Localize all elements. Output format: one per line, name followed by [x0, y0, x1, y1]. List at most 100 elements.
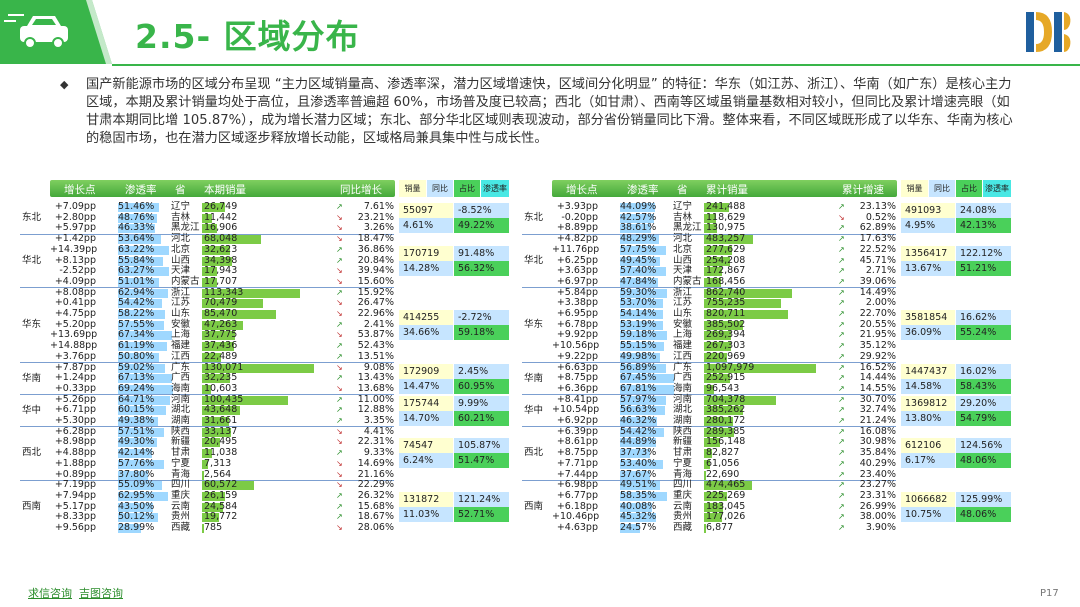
province-name: 广东 — [673, 361, 693, 373]
left-table-row: +6.28pp 57.51% 陕西 33,137 4.41% ↘ — [50, 425, 410, 438]
sales-bar — [704, 384, 714, 394]
right-summary-sales: 1447437 — [901, 363, 955, 379]
left-summary-sales: 172909 — [399, 363, 453, 379]
left-table-row: +5.20pp 57.55% 安徽 47,263 2.41% ↗ — [50, 319, 410, 331]
right-table-row: +10.56pp 55.15% 福建 267,303 35.12% ↗ — [552, 340, 912, 352]
penetration-rate: 54.42% — [118, 297, 155, 309]
footer-link-2[interactable]: 吉图咨询 — [79, 587, 123, 600]
sales-bar — [704, 491, 727, 501]
sales-value: 267,303 — [706, 340, 746, 352]
growth-point: +0.41pp — [54, 297, 96, 309]
sales-value: 820,711 — [706, 308, 746, 319]
growth-point: +5.30pp — [54, 415, 96, 426]
penetration-rate: 61.19% — [118, 340, 155, 352]
province-name: 浙江 — [171, 286, 191, 298]
yoy-growth: 4.41% — [363, 425, 394, 437]
sales-bar — [704, 203, 729, 212]
yoy-growth: 23.31% — [859, 489, 896, 501]
sales-value: 31,661 — [204, 415, 238, 426]
left-region-divider — [20, 287, 394, 289]
sales-bar — [202, 417, 230, 426]
province-name: 广西 — [673, 372, 693, 384]
yoy-growth: 15.60% — [357, 275, 394, 287]
footer-link-1[interactable]: 求信咨询 — [28, 587, 72, 600]
sales-bar — [202, 267, 218, 277]
right-summary-col-header: 同比 — [929, 180, 955, 197]
sales-bar — [202, 524, 204, 533]
penetration-rate: 28.99% — [118, 522, 155, 533]
down-arrow-icon: ↘ — [838, 212, 845, 222]
province-name: 贵州 — [171, 511, 191, 523]
up-arrow-icon: ↗ — [838, 287, 845, 297]
left-region-divider — [20, 233, 394, 235]
sales-value: 385,262 — [706, 404, 746, 416]
sales-bar — [704, 417, 733, 426]
growth-point: +10.54pp — [552, 404, 600, 416]
province-name: 河南 — [673, 393, 693, 405]
growth-point: +0.33pp — [54, 382, 96, 394]
yoy-growth: 20.84% — [357, 254, 394, 266]
province-name: 北京 — [673, 243, 693, 255]
yoy-growth: 14.49% — [859, 286, 896, 298]
penetration-bar — [118, 470, 149, 480]
penetration-rate: 60.15% — [118, 404, 155, 416]
penetration-rate: 38.61% — [620, 222, 657, 234]
penetration-rate: 24.57% — [620, 522, 657, 533]
sales-value: 33,137 — [204, 425, 238, 437]
penetration-bar — [118, 256, 163, 266]
left-region-label: 华北 — [22, 254, 42, 266]
sales-bar — [704, 288, 792, 298]
down-arrow-icon: ↘ — [336, 266, 343, 276]
growth-point: +14.88pp — [50, 340, 98, 352]
penetration-rate: 50.80% — [118, 350, 155, 362]
right-table-row: +6.98pp 49.51% 四川 474,465 23.27% ↗ — [552, 479, 912, 491]
sales-bar — [704, 213, 717, 223]
left-summary-pen: 56.32% — [454, 260, 509, 276]
left-summary-yoy: -8.52% — [454, 203, 509, 219]
left-summary-sales: 170719 — [399, 245, 453, 261]
growth-point: +6.39pp — [556, 425, 598, 437]
page-number: P17 — [1040, 588, 1059, 599]
sales-value: 483,257 — [706, 233, 746, 245]
growth-point: +9.56pp — [54, 522, 96, 533]
penetration-bar — [620, 245, 667, 255]
province-name: 重庆 — [171, 489, 191, 501]
right-summary-pen: 58.43% — [956, 378, 1011, 394]
province-name: 辽宁 — [171, 201, 191, 212]
yoy-growth: 23.27% — [859, 479, 896, 491]
penetration-rate: 46.32% — [620, 415, 657, 426]
penetration-rate: 57.40% — [620, 265, 657, 277]
growth-point: +6.18pp — [556, 500, 598, 512]
penetration-bar — [620, 277, 659, 287]
penetration-rate: 63.22% — [118, 243, 155, 255]
growth-point: +8.33pp — [54, 511, 96, 523]
province-name: 山东 — [171, 308, 191, 319]
left-table-row: +8.08pp 62.94% 浙江 113,343 15.92% ↗ — [50, 286, 410, 299]
sales-value: 10,603 — [204, 382, 238, 394]
sales-value: 177,026 — [706, 511, 746, 523]
right-table-row: +7.71pp 53.40% 宁夏 61,056 40.29% ↗ — [552, 458, 912, 470]
growth-point: +6.95pp — [556, 308, 598, 319]
penetration-rate: 49.51% — [620, 479, 657, 491]
growth-point: +1.88pp — [54, 457, 96, 469]
left-table-row: +0.41pp 54.42% 江苏 70,479 26.47% ↘ — [50, 298, 410, 309]
province-name: 上海 — [171, 329, 191, 341]
sales-value: 118,629 — [706, 211, 746, 223]
up-arrow-icon: ↗ — [838, 448, 845, 458]
right-region-label: 华北 — [524, 254, 544, 266]
left-summary-share: 34.66% — [399, 325, 453, 341]
sales-value: 277,629 — [706, 243, 746, 255]
right-summary-yoy: 24.08% — [956, 203, 1011, 219]
growth-point: +8.08pp — [54, 286, 96, 298]
sales-value: 755,235 — [706, 297, 746, 309]
penetration-rate: 64.71% — [118, 393, 155, 405]
penetration-bar — [118, 513, 159, 523]
down-arrow-icon: ↘ — [336, 362, 343, 372]
province-name: 青海 — [673, 468, 693, 480]
sales-bar — [202, 459, 209, 469]
penetration-bar — [620, 363, 666, 373]
penetration-rate: 57.75% — [620, 243, 657, 255]
sales-bar — [202, 491, 225, 501]
sales-value: 168,456 — [706, 275, 746, 287]
penetration-bar — [118, 363, 166, 373]
